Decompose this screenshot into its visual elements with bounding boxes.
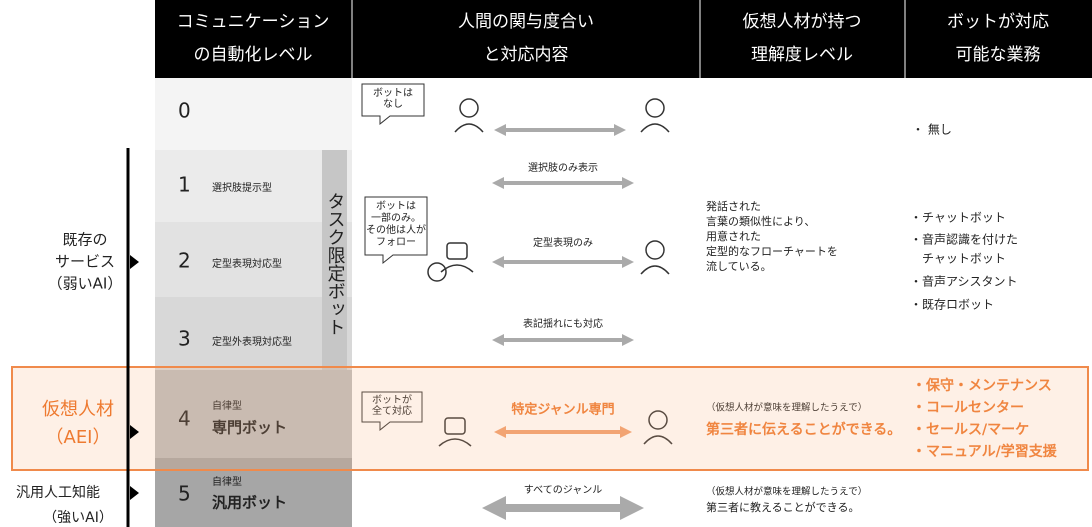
side-labels: 既存の サービス （弱いAI） 仮想人材 （AEI） 汎用人工知能 （強いAI） bbox=[16, 148, 139, 527]
level: 1 bbox=[178, 173, 191, 197]
task-bot-label: タスク限定ボット bbox=[325, 192, 346, 336]
level-type: 選択肢提示型 bbox=[212, 181, 272, 194]
side-label: 汎用人工知能 bbox=[16, 484, 100, 501]
arrow-label: 定型表現のみ bbox=[533, 236, 593, 249]
header-text: 理解度レベル bbox=[751, 45, 853, 65]
bubble-text: フォロー bbox=[376, 237, 416, 248]
level: 4 bbox=[178, 407, 191, 431]
task-text: ・音声認識を付けた bbox=[910, 232, 1018, 247]
side-label: （強いAI） bbox=[43, 510, 113, 526]
understanding-text: 発話された bbox=[706, 199, 761, 213]
side-label: （弱いAI） bbox=[48, 275, 123, 293]
highlight-box bbox=[11, 366, 1089, 471]
side-label: （AEI） bbox=[46, 427, 111, 448]
task-text: ・マニュアル/学習支援 bbox=[912, 443, 1058, 460]
bubble-text: 一部のみ。 bbox=[371, 211, 421, 224]
bubble-text: ボットが bbox=[372, 393, 412, 406]
task-text: ・保守・メンテナンス bbox=[912, 377, 1052, 394]
header: コミュニケーション の自動化レベル 人間の関与度合い と対応内容 仮想人材が持つ… bbox=[155, 0, 1092, 78]
level-column: タスク限定ボット 0 1 選択肢提示型 2 定型表現対応型 3 定型外表現対応型… bbox=[155, 78, 352, 527]
understanding-text: 定型的なフローチャートを bbox=[706, 244, 838, 258]
task-text: ・既存ロボット bbox=[910, 298, 994, 312]
understanding-text: 第三者に伝えることができる。 bbox=[706, 421, 901, 438]
understanding-text: 流している。 bbox=[706, 259, 772, 273]
side-label: 仮想人材 bbox=[42, 399, 114, 420]
task-text: ・チャットボット bbox=[910, 211, 1006, 225]
understanding-text: （仮想人材が意味を理解したうえで） bbox=[706, 486, 867, 498]
bubble-text: ボットは bbox=[373, 87, 413, 99]
header-text: ボットが対応 bbox=[947, 12, 1049, 32]
header-text: 可能な業務 bbox=[956, 45, 1041, 65]
understanding-text: 第三者に教えることができる。 bbox=[706, 500, 859, 514]
tasks-column: ・ 無し ・チャットボット ・音声認識を付けた チャットボット ・音声アシスタン… bbox=[910, 122, 1058, 461]
level-type: 専門ボット bbox=[212, 419, 287, 437]
side-label: サービス bbox=[55, 253, 115, 271]
level-type-sub: 自律型 bbox=[212, 399, 242, 412]
arrow-label: 表記揺れにも対応 bbox=[523, 317, 603, 330]
side-label: 既存の bbox=[62, 231, 107, 249]
task-text: ・セールス/マーケ bbox=[912, 422, 1029, 438]
human-column: ボットは なし ボットは 一部のみ。 その他は人が フォロー ボットが 全て対応… bbox=[361, 83, 673, 520]
level: 5 bbox=[178, 482, 191, 506]
understanding-text: 言葉の類似性により、 bbox=[706, 214, 815, 228]
level: 3 bbox=[178, 327, 191, 351]
understanding-text: 用意された bbox=[706, 229, 761, 243]
bubble-text: なし bbox=[383, 98, 403, 110]
level-type: 定型表現対応型 bbox=[212, 257, 282, 270]
arrow-label: 特定ジャンル専門 bbox=[511, 402, 614, 418]
task-text: ・音声アシスタント bbox=[910, 274, 1018, 289]
task-text: ・ 無し bbox=[912, 122, 952, 137]
bubble-text: その他は人が bbox=[366, 223, 426, 236]
level-type-sub: 自律型 bbox=[212, 475, 242, 488]
level-type: 定型外表現対応型 bbox=[212, 335, 292, 348]
understanding-column: 発話された 言葉の類似性により、 用意された 定型的なフローチャートを 流してい… bbox=[706, 199, 901, 514]
header-text: 仮想人材が持つ bbox=[743, 12, 862, 32]
task-text: チャットボット bbox=[910, 252, 1006, 266]
task-text: ・コールセンター bbox=[912, 400, 1024, 416]
bubble-text: ボットは bbox=[376, 200, 416, 212]
header-text: と対応内容 bbox=[484, 45, 569, 65]
header-text: コミュニケーション bbox=[177, 12, 330, 32]
arrow-label: すべてのジャンル bbox=[524, 484, 602, 496]
understanding-text: （仮想人材が意味を理解したうえで） bbox=[706, 402, 867, 414]
level: 0 bbox=[178, 99, 191, 123]
header-text: の自動化レベル bbox=[194, 45, 313, 65]
level: 2 bbox=[178, 249, 191, 273]
bubble-text: 全て対応 bbox=[372, 404, 412, 417]
arrow-label: 選択肢のみ表示 bbox=[528, 161, 598, 174]
level-type: 汎用ボット bbox=[212, 494, 287, 512]
icons bbox=[427, 98, 673, 447]
header-text: 人間の関与度合い bbox=[458, 12, 594, 32]
